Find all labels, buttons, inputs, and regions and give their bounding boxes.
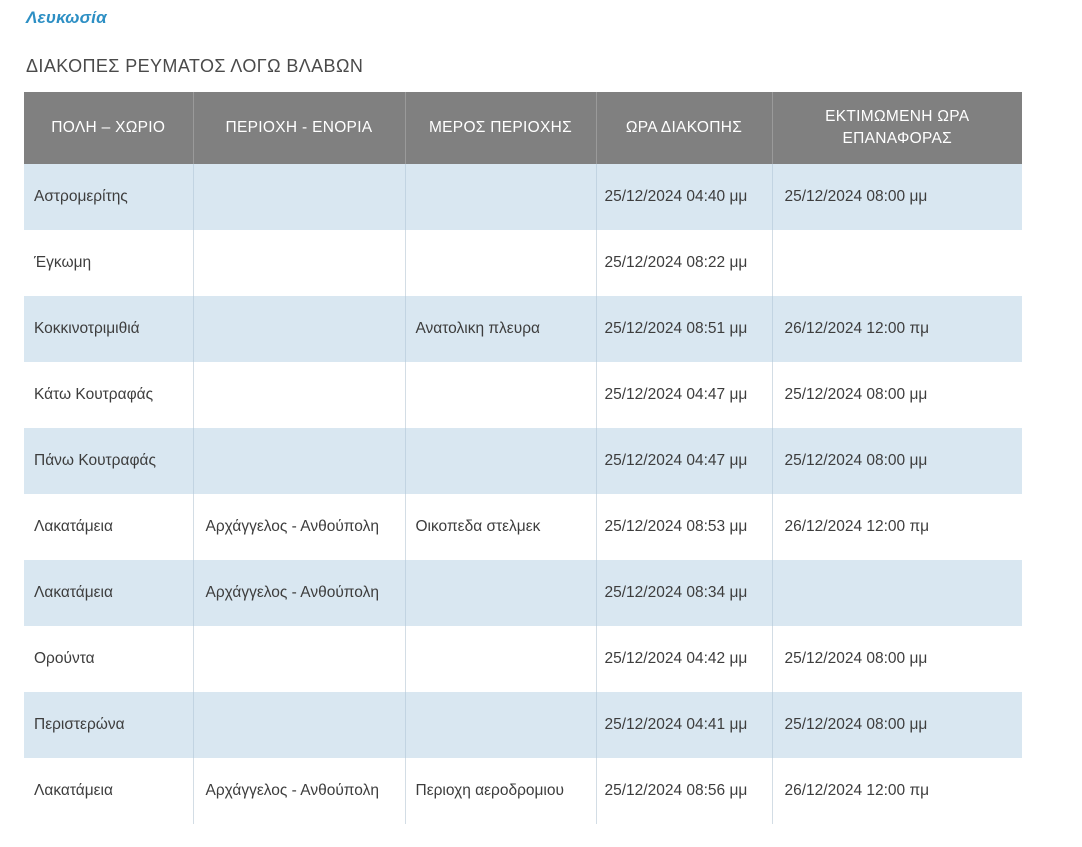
cell-start: 25/12/2024 04:47 μμ	[596, 428, 773, 494]
table-row: Κάτω Κουτραφάς 25/12/2024 04:47 μμ 25/12/2…	[24, 362, 1022, 428]
cell-area: Αρχάγγελος - Ανθούπολη	[193, 758, 406, 824]
cell-part	[405, 560, 597, 626]
cell-part	[405, 428, 597, 494]
cell-part	[405, 230, 597, 296]
cell-city: Ορούντα	[24, 626, 194, 692]
cell-area: Αρχάγγελος - Ανθούπολη	[193, 494, 406, 560]
table-header-row: ΠΟΛΗ – ΧΩΡΙΟ ΠΕΡΙΟΧΗ - ΕΝΟΡΙΑ ΜΕΡΟΣ ΠΕΡΙ…	[24, 92, 1022, 164]
cell-area	[193, 692, 406, 758]
cell-city: Πάνω Κουτραφάς	[24, 428, 194, 494]
cell-start: 25/12/2024 04:41 μμ	[596, 692, 773, 758]
column-header-restore: ΕΚΤΙΜΩΜΕΝΗ ΩΡΑ ΕΠΑΝΑΦΟΡΑΣ	[772, 92, 1022, 164]
table-row: Λακατάμεια Αρχάγγελος - Ανθούπολη Οικοπεδα…	[24, 494, 1022, 560]
cell-area	[193, 626, 406, 692]
cell-start: 25/12/2024 08:22 μμ	[596, 230, 773, 296]
cell-city: Λακατάμεια	[24, 560, 194, 626]
cell-restore	[772, 230, 1022, 296]
table-row: Αστρομερίτης 25/12/2024 04:40 μμ 25/12/202…	[24, 164, 1022, 230]
cell-part	[405, 692, 597, 758]
cell-city: Περιστερώνα	[24, 692, 194, 758]
table-row: Πάνω Κουτραφάς 25/12/2024 04:47 μμ 25/12/2…	[24, 428, 1022, 494]
column-header-area: ΠΕΡΙΟΧΗ - ΕΝΟΡΙΑ	[193, 92, 406, 164]
cell-city: Κάτω Κουτραφάς	[24, 362, 194, 428]
cell-city: Λακατάμεια	[24, 494, 194, 560]
cell-area	[193, 230, 406, 296]
cell-restore	[772, 560, 1022, 626]
cell-start: 25/12/2024 04:40 μμ	[596, 164, 773, 230]
table-row: Λακατάμεια Αρχάγγελος - Ανθούπολη Περιοχη …	[24, 758, 1022, 824]
cell-restore: 25/12/2024 08:00 μμ	[772, 428, 1022, 494]
cell-city: Κοκκινοτριμιθιά	[24, 296, 194, 362]
region-title-link[interactable]: Λευκωσία	[26, 8, 107, 27]
cell-area	[193, 362, 406, 428]
cell-area	[193, 296, 406, 362]
cell-part	[405, 362, 597, 428]
cell-city: Έγκωμη	[24, 230, 194, 296]
cell-area	[193, 428, 406, 494]
cell-start: 25/12/2024 04:42 μμ	[596, 626, 773, 692]
cell-city: Λακατάμεια	[24, 758, 194, 824]
cell-part	[405, 626, 597, 692]
cell-city: Αστρομερίτης	[24, 164, 194, 230]
cell-restore: 25/12/2024 08:00 μμ	[772, 692, 1022, 758]
table-row: Ορούντα 25/12/2024 04:42 μμ 25/12/2024 08:…	[24, 626, 1022, 692]
table-row: Κοκκινοτριμιθιά Ανατολικη πλευρα 25/12/202…	[24, 296, 1022, 362]
cell-part	[405, 164, 597, 230]
cell-restore: 26/12/2024 12:00 πμ	[772, 494, 1022, 560]
table-row: Περιστερώνα 25/12/2024 04:41 μμ 25/12/2024…	[24, 692, 1022, 758]
cell-start: 25/12/2024 08:34 μμ	[596, 560, 773, 626]
cell-start: 25/12/2024 08:56 μμ	[596, 758, 773, 824]
cell-restore: 26/12/2024 12:00 πμ	[772, 296, 1022, 362]
column-header-start: ΩΡΑ ΔΙΑΚΟΠΗΣ	[596, 92, 773, 164]
cell-restore: 26/12/2024 12:00 πμ	[772, 758, 1022, 824]
column-header-part: ΜΕΡΟΣ ΠΕΡΙΟΧΗΣ	[405, 92, 597, 164]
cell-start: 25/12/2024 04:47 μμ	[596, 362, 773, 428]
table-body: Αστρομερίτης 25/12/2024 04:40 μμ 25/12/202…	[24, 164, 1022, 824]
page-title: ΔΙΑΚΟΠΕΣ ΡΕΥΜΑΤΟΣ ΛΟΓΩ ΒΛΑΒΩΝ	[26, 56, 364, 76]
cell-restore: 25/12/2024 08:00 μμ	[772, 164, 1022, 230]
cell-restore: 25/12/2024 08:00 μμ	[772, 362, 1022, 428]
cell-part: Ανατολικη πλευρα	[405, 296, 597, 362]
table-row: Λακατάμεια Αρχάγγελος - Ανθούπολη 25/12/20…	[24, 560, 1022, 626]
cell-area	[193, 164, 406, 230]
cell-start: 25/12/2024 08:53 μμ	[596, 494, 773, 560]
cell-start: 25/12/2024 08:51 μμ	[596, 296, 773, 362]
cell-area: Αρχάγγελος - Ανθούπολη	[193, 560, 406, 626]
cell-part: Περιοχη αεροδρομιου	[405, 758, 597, 824]
column-header-city: ΠΟΛΗ – ΧΩΡΙΟ	[24, 92, 194, 164]
cell-part: Οικοπεδα στελμεκ	[405, 494, 597, 560]
table-header: ΠΟΛΗ – ΧΩΡΙΟ ΠΕΡΙΟΧΗ - ΕΝΟΡΙΑ ΜΕΡΟΣ ΠΕΡΙ…	[24, 92, 1022, 164]
cell-restore: 25/12/2024 08:00 μμ	[772, 626, 1022, 692]
power-outage-table: ΠΟΛΗ – ΧΩΡΙΟ ΠΕΡΙΟΧΗ - ΕΝΟΡΙΑ ΜΕΡΟΣ ΠΕΡΙ…	[24, 92, 1022, 824]
table-row: Έγκωμη 25/12/2024 08:22 μμ	[24, 230, 1022, 296]
outage-table-container: ΠΟΛΗ – ΧΩΡΙΟ ΠΕΡΙΟΧΗ - ΕΝΟΡΙΑ ΜΕΡΟΣ ΠΕΡΙ…	[24, 92, 1022, 824]
